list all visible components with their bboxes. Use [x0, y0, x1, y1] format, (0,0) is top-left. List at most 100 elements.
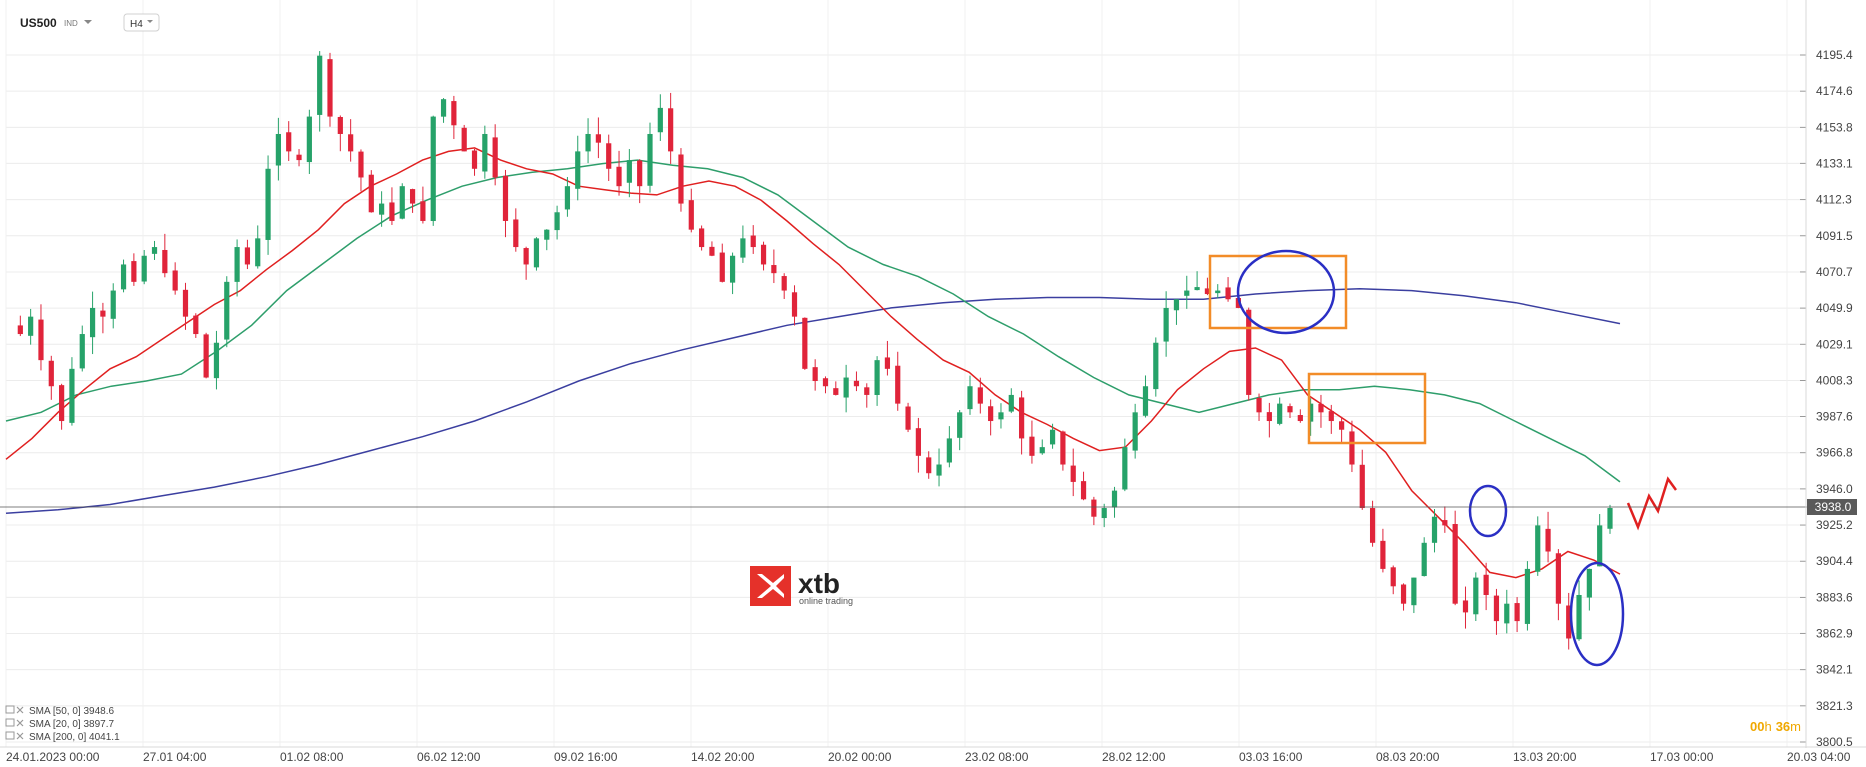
candle-down: [1019, 397, 1025, 439]
forecast-zigzag: [1626, 476, 1678, 531]
xtb-logo: xtb online trading: [750, 566, 853, 606]
price-tick-label: 3904.4: [1816, 554, 1853, 568]
candle-up: [1411, 577, 1417, 606]
sma20-line: [5, 147, 1621, 579]
candle-down: [895, 365, 901, 404]
candle-down: [409, 189, 416, 204]
candle-up: [1194, 287, 1200, 291]
price-tick-label: 4195.4: [1816, 48, 1853, 62]
candle-down: [884, 357, 891, 369]
indicator-label: SMA [50, 0]: [29, 706, 81, 717]
price-tick-label: 4008.3: [1816, 373, 1853, 387]
candle-down: [1493, 595, 1500, 622]
candle-down: [513, 219, 519, 248]
candle-down: [1297, 415, 1303, 422]
candle-down: [389, 202, 395, 221]
indicator-sma200[interactable]: SMA [200, 0] 4041.1: [5, 731, 120, 743]
price-tick-label: 4070.7: [1816, 265, 1853, 279]
candle-up: [1308, 403, 1314, 422]
remove-icon[interactable]: [16, 732, 24, 740]
candle-up: [946, 438, 952, 463]
indicator-sma50[interactable]: SMA [50, 0] 3948.6: [5, 705, 115, 717]
candle-down: [1204, 288, 1211, 295]
candle-down: [833, 388, 839, 395]
price-tick-label: 4153.8: [1816, 120, 1853, 134]
price-tick-label: 3966.8: [1816, 446, 1853, 460]
candle-up: [224, 281, 230, 340]
candle-up: [1535, 525, 1541, 572]
candle-up: [1576, 594, 1582, 640]
candle-down: [244, 247, 251, 265]
candle-up: [1122, 447, 1128, 490]
candle-down: [606, 143, 612, 169]
indicator-sma20[interactable]: SMA [20, 0] 3897.7: [5, 718, 115, 730]
price-tick-label: 3883.6: [1816, 590, 1853, 604]
time-axis[interactable]: 24.01.2023 00:00 27.01 04:00 01.02 08:00 06…: [0, 746, 1866, 764]
candle-down: [988, 406, 994, 422]
candle-up: [1142, 386, 1149, 416]
price-tick-label: 3946.0: [1816, 482, 1853, 496]
candle-down: [368, 174, 374, 213]
candle-up: [1101, 508, 1107, 519]
candle-down: [1318, 403, 1324, 413]
candle-up: [399, 186, 405, 219]
candle-up: [1153, 342, 1159, 390]
symbol-label[interactable]: US500: [20, 16, 57, 30]
moving-averages: [5, 147, 1621, 579]
candle-up: [998, 412, 1004, 420]
settings-icon[interactable]: [5, 731, 15, 740]
candle-up: [440, 99, 447, 117]
settings-icon[interactable]: [5, 705, 15, 714]
candle-down: [1256, 398, 1262, 413]
countdown-h-unit: h: [1764, 719, 1771, 734]
price-tick-label: 4112.3: [1816, 193, 1852, 207]
candle-down: [327, 59, 333, 117]
xtb-logo-mark: [750, 566, 791, 606]
candle-up: [379, 203, 385, 215]
symbol-dropdown-icon[interactable]: [84, 20, 92, 24]
interval-select[interactable]: H4: [123, 13, 160, 32]
highlight-ellipse-3: [1569, 561, 1625, 667]
candle-down: [1545, 528, 1551, 552]
candle-down: [471, 150, 478, 169]
candle-down: [1246, 309, 1252, 395]
candle-down: [420, 201, 426, 221]
time-tick-label: 24.01.2023 00:00: [6, 750, 100, 764]
indicator-legend: SMA [50, 0] 3948.6 SMA [20, 0] 3897.7 SM…: [5, 705, 120, 743]
indicator-label: SMA [200, 0]: [29, 732, 86, 743]
candle-down: [203, 334, 209, 378]
countdown-hours: 00: [1750, 719, 1764, 734]
price-tick-label: 4029.1: [1816, 337, 1853, 351]
time-tick-label: 09.02 16:00: [554, 750, 618, 764]
candle-up: [554, 212, 560, 231]
candle-up: [1215, 290, 1221, 294]
candle-up: [1524, 568, 1531, 624]
candle-up: [255, 238, 261, 267]
candle-down: [1359, 464, 1365, 509]
candle-up: [28, 316, 34, 336]
indicator-value: 3897.7: [83, 719, 114, 730]
candle-up: [141, 255, 147, 282]
candle-down: [1070, 465, 1076, 482]
symbol-tag: IND: [64, 19, 78, 28]
remove-icon[interactable]: [16, 706, 24, 714]
price-tick-label: 3842.1: [1816, 663, 1853, 677]
indicator-value: 4041.1: [89, 732, 120, 743]
candle-down: [502, 175, 509, 221]
time-tick-label: 01.02 08:00: [280, 750, 344, 764]
candle-up: [69, 368, 75, 423]
candle-up: [213, 342, 220, 379]
candle-down: [1369, 508, 1376, 543]
candle-up: [306, 116, 312, 163]
candle-up: [110, 290, 116, 319]
candle-up: [89, 307, 96, 338]
remove-icon[interactable]: [16, 719, 24, 727]
candle-down: [1380, 540, 1386, 569]
candle-up: [575, 151, 581, 189]
candle-down: [1339, 421, 1345, 430]
settings-icon[interactable]: [5, 718, 15, 727]
candle-down: [193, 315, 199, 335]
price-axis[interactable]: 4195.4 4174.6 4153.8 4133.1 4112.3 4091.5 4070…: [1800, 0, 1853, 749]
